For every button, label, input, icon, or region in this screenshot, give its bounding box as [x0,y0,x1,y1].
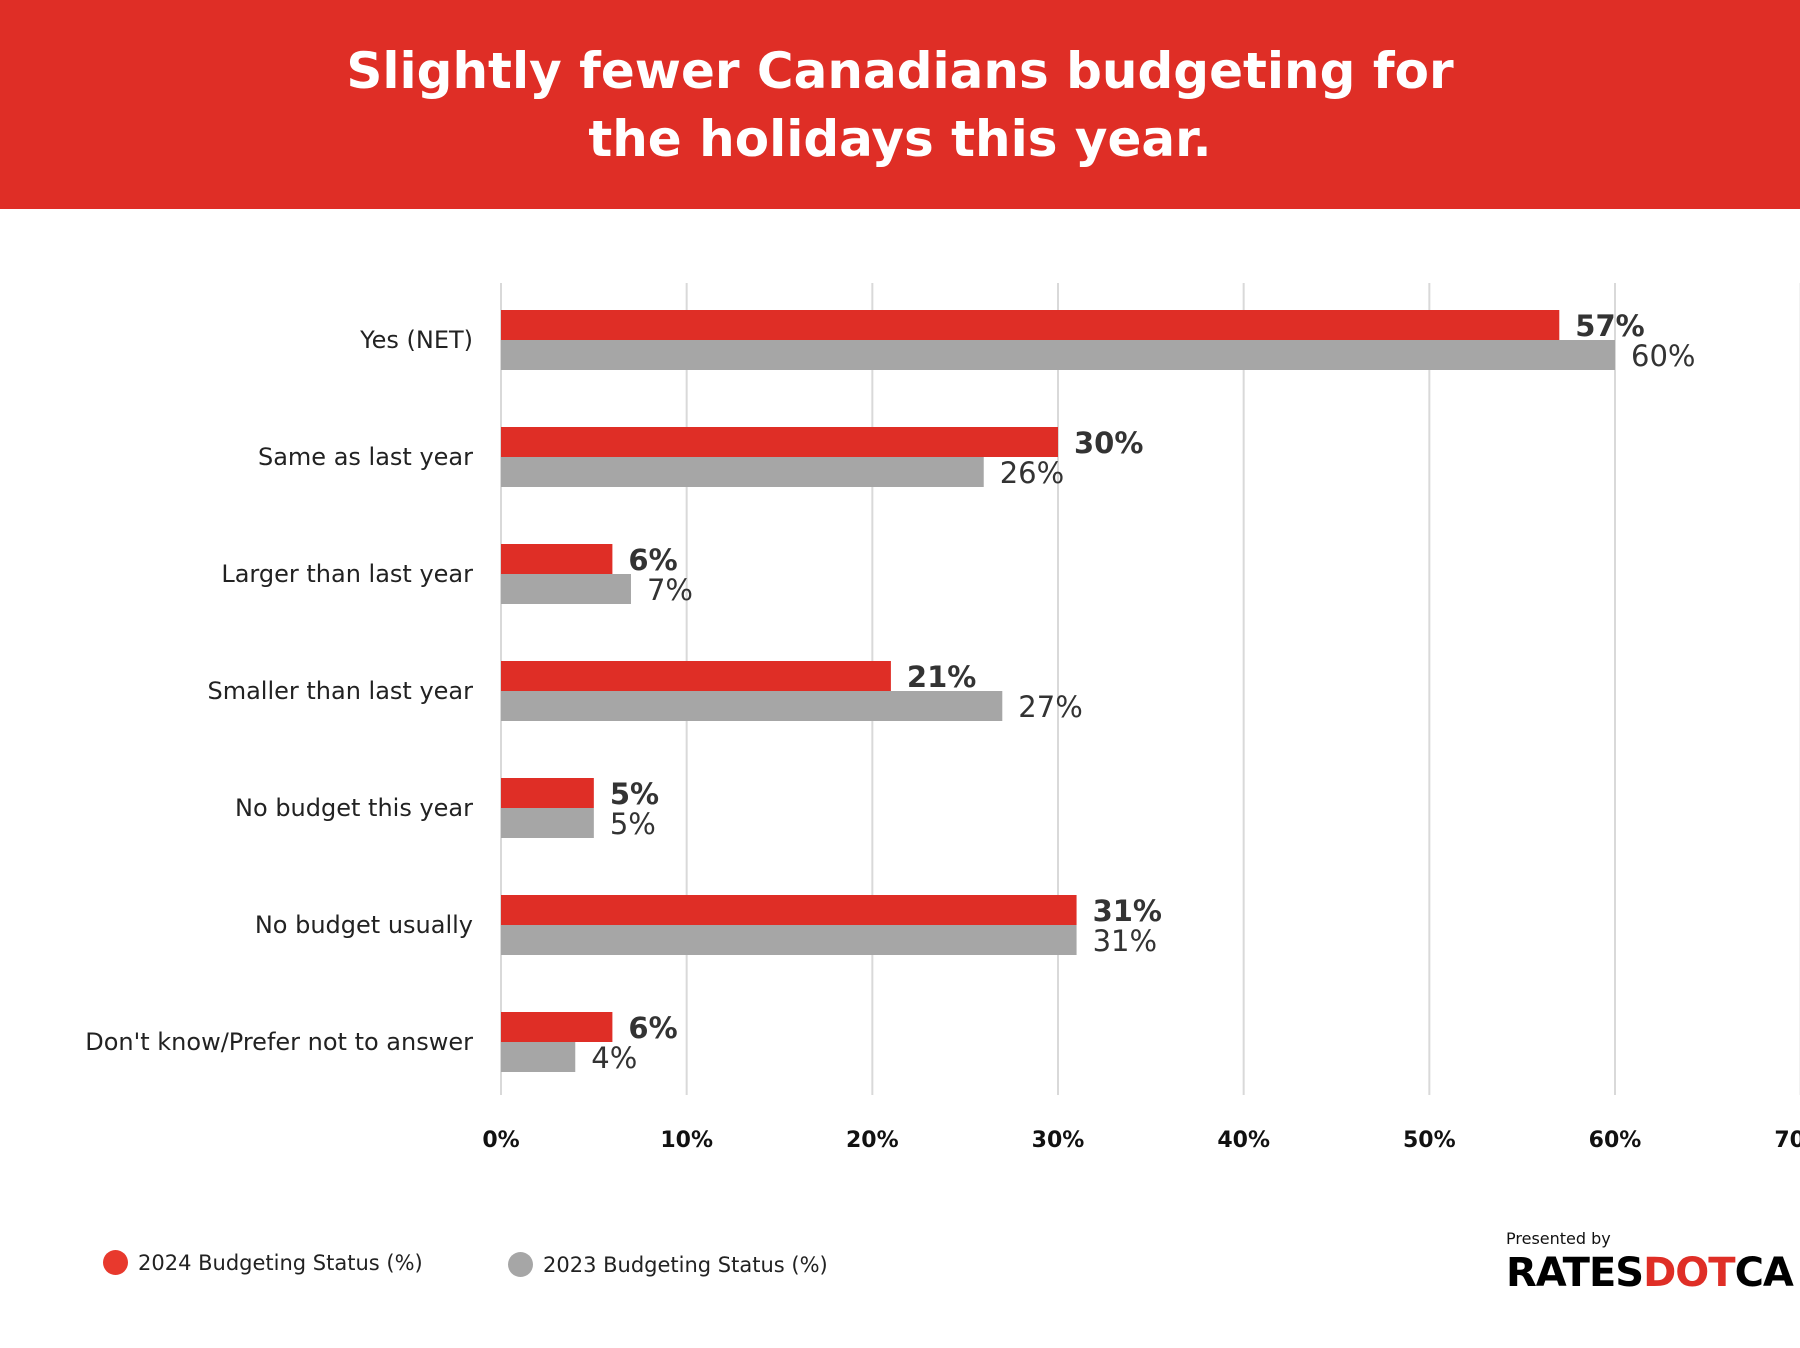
data-label-2024: 57% [1575,309,1644,343]
legend-label-2023: 2023 Budgeting Status (%) [543,1252,828,1277]
brand-part-dot: DOT [1643,1250,1735,1296]
data-label-2023: 5% [610,807,656,841]
data-label-2024: 6% [628,1011,677,1045]
category-label: No budget usually [255,911,473,939]
data-label-2023: 31% [1093,924,1157,958]
legend-item-2023: 2023 Budgeting Status (%) [508,1252,828,1277]
x-tick-label: 60% [1589,1128,1642,1153]
bar-2024 [501,661,891,691]
legend-dot-2023-icon [508,1252,533,1277]
data-label-2023: 27% [1018,690,1082,724]
category-label: Smaller than last year [207,677,473,705]
data-label-2023: 7% [647,573,693,607]
page-title: Slightly fewer Canadians budgeting for t… [346,41,1454,168]
x-tick-label: 30% [1032,1128,1085,1153]
x-tick-label: 50% [1403,1128,1456,1153]
data-label-2023: 4% [591,1041,637,1075]
data-label-2024: 5% [610,777,659,811]
x-tick-label: 0% [482,1128,519,1153]
category-label: Yes (NET) [359,326,473,354]
bar-2024 [501,1012,613,1042]
data-label-2024: 31% [1093,894,1162,928]
bar-chart: 0%10%20%30%40%50%60%70%Yes (NET)57%60%Sa… [85,283,1800,1153]
bar-2024 [501,310,1560,340]
brand-part-rates: RATES [1506,1250,1644,1296]
category-label: Larger than last year [221,560,473,588]
brand-logo: RATESDOTCA [1506,1250,1794,1296]
bar-2023 [501,340,1615,370]
data-label-2023: 26% [1000,456,1064,490]
x-tick-label: 10% [660,1128,713,1153]
category-label: Same as last year [258,443,473,471]
bar-2024 [501,778,594,808]
data-label-2024: 21% [907,660,976,694]
bar-2023 [501,457,984,487]
bar-2023 [501,691,1003,721]
legend-item-2024: 2024 Budgeting Status (%) [103,1250,423,1275]
legend-label-2024: 2024 Budgeting Status (%) [138,1250,423,1275]
bar-2024 [501,544,613,574]
legend-dot-2024-icon [103,1250,128,1275]
x-tick-label: 20% [846,1128,899,1153]
category-label: Don't know/Prefer not to answer [85,1028,473,1056]
bar-2024 [501,427,1058,457]
bar-2024 [501,895,1077,925]
presented-by: Presented by [1506,1229,1611,1248]
header-banner: Slightly fewer Canadians budgeting for t… [0,0,1800,209]
x-tick-label: 40% [1217,1128,1270,1153]
data-label-2024: 6% [628,543,677,577]
bar-2023 [501,1042,576,1072]
brand-part-ca: CA [1734,1250,1794,1296]
bar-2023 [501,808,594,838]
data-label-2023: 60% [1631,339,1695,373]
bar-2023 [501,574,631,604]
category-label: No budget this year [235,794,473,822]
bar-2023 [501,925,1077,955]
data-label-2024: 30% [1074,426,1143,460]
x-tick-label: 70% [1774,1128,1800,1153]
